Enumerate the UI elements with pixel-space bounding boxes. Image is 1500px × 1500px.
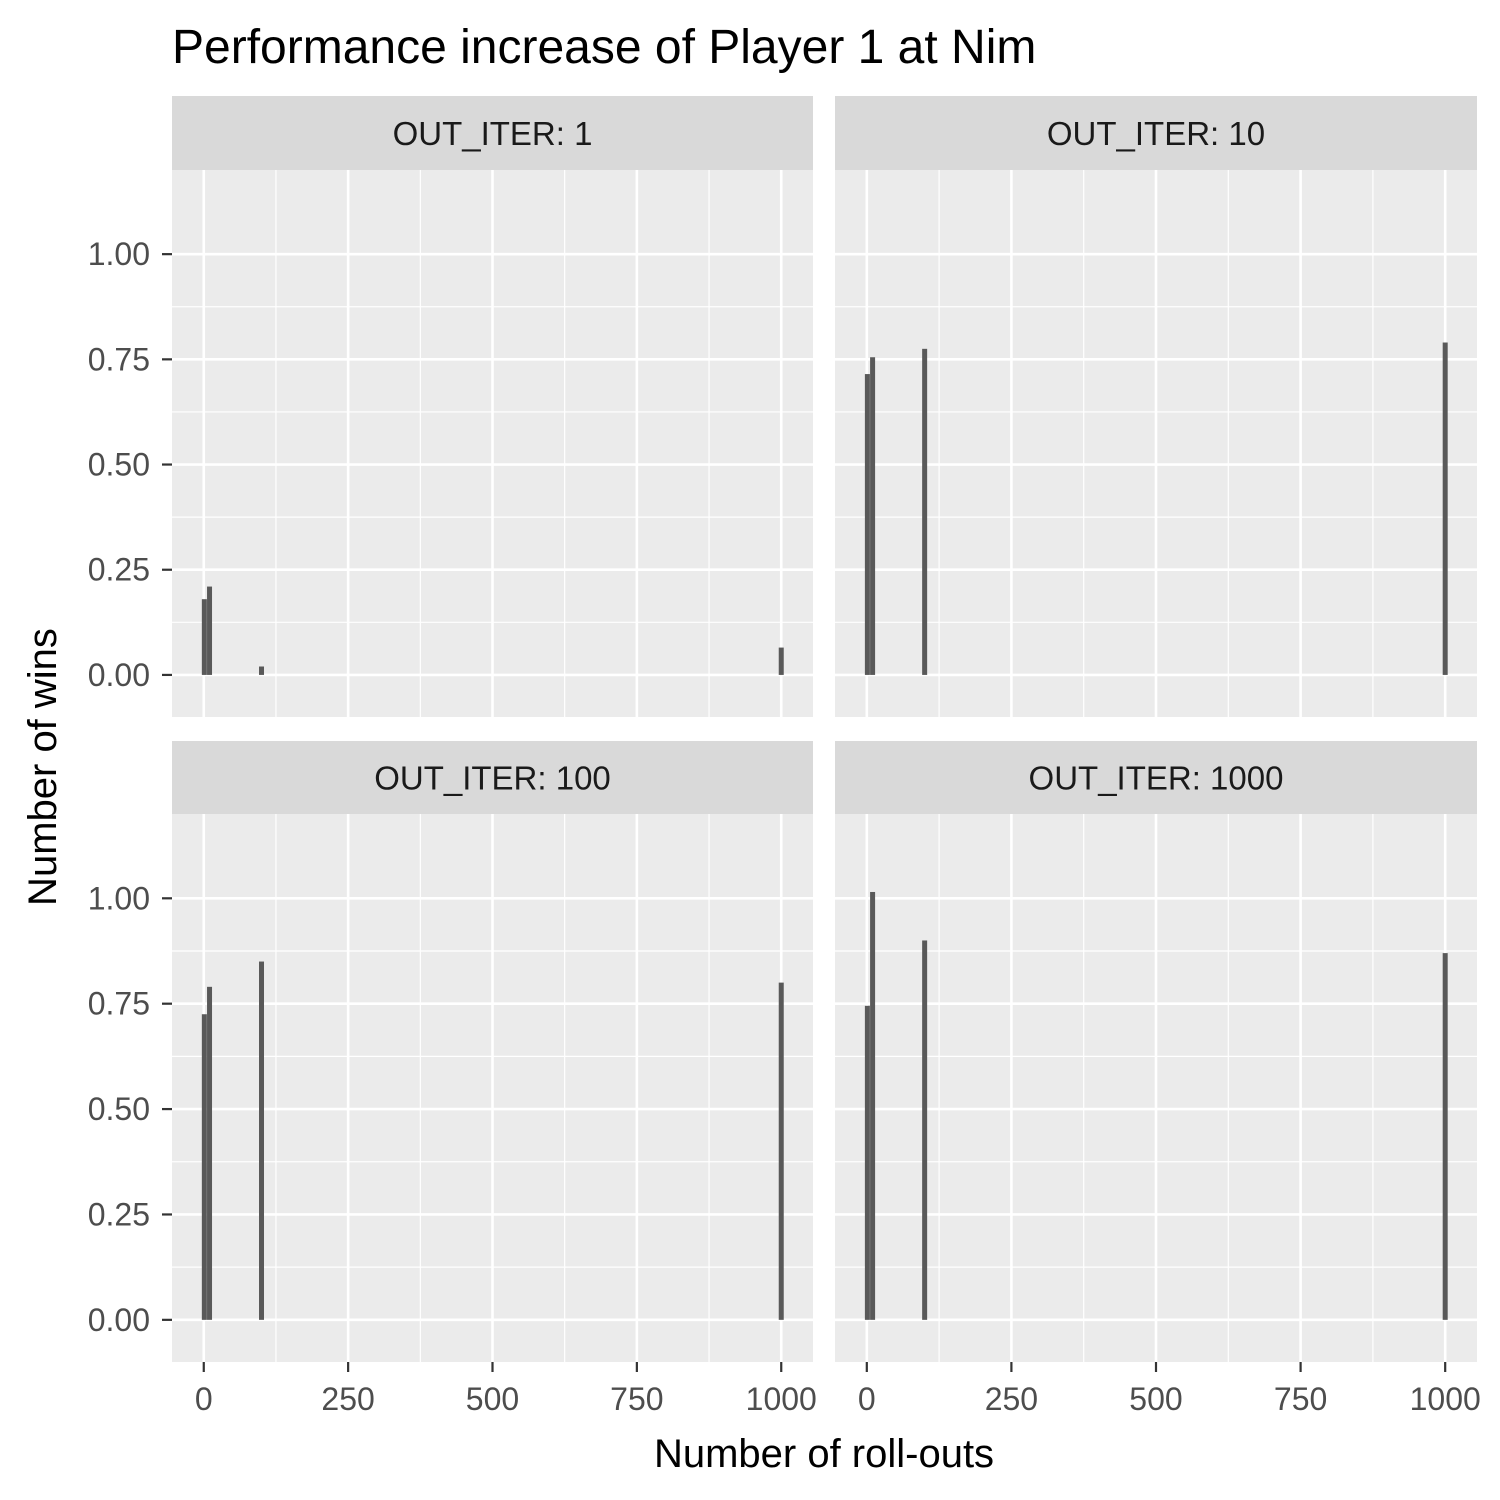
bar	[259, 961, 265, 1320]
x-tick-label: 1000	[1410, 1381, 1481, 1417]
bar	[922, 348, 928, 675]
bar	[259, 666, 265, 675]
facet-strip	[835, 96, 1477, 170]
bar	[922, 940, 928, 1320]
x-tick-label: 250	[321, 1381, 374, 1417]
facet-panel: OUT_ITER: 1000 0 250 500 750 1000	[835, 741, 1481, 1417]
facet-panel: OUT_ITER: 10	[835, 96, 1477, 717]
y-tick-label: 0.50	[88, 447, 150, 483]
y-tick-label: 0.25	[88, 1196, 150, 1232]
facet-panel: OUT_ITER: 1 0.00 0.25 0.50 0.75 1.00	[88, 96, 813, 717]
facet-strip	[835, 741, 1477, 814]
bar	[870, 891, 876, 1320]
facet-strip	[172, 96, 813, 170]
x-tick-label: 750	[610, 1381, 663, 1417]
y-axis-title: Number of wins	[21, 628, 65, 906]
y-tick-label: 0.00	[88, 1302, 150, 1338]
y-tick-label: 0.75	[88, 341, 150, 377]
bar	[201, 599, 207, 675]
y-tick-label: 1.00	[88, 236, 150, 272]
y-tick-label: 1.00	[88, 880, 150, 916]
y-tick-label: 0.00	[88, 657, 150, 693]
x-tick-label: 500	[466, 1381, 519, 1417]
bar	[1442, 342, 1448, 675]
bar	[201, 1014, 207, 1320]
facet-strip-label: OUT_ITER: 1000	[1029, 760, 1284, 797]
bar	[870, 357, 876, 675]
facet-strip-label: OUT_ITER: 1	[393, 115, 593, 152]
facet-panels: OUT_ITER: 10.000.250.500.751.00OUT_ITER:…	[88, 96, 1481, 1417]
bar	[778, 647, 784, 675]
x-tick-label: 1000	[746, 1381, 817, 1417]
facet-panel: OUT_ITER: 100 0.00 0.25 0.50 0.75 1.00 0 250 500…	[88, 741, 817, 1417]
bar	[864, 374, 870, 675]
y-tick-label: 0.75	[88, 986, 150, 1022]
chart-title: Performance increase of Player 1 at Nim	[172, 21, 1036, 74]
x-tick-label: 750	[1274, 1381, 1327, 1417]
facet-strip-label: OUT_ITER: 100	[374, 760, 611, 797]
x-axis-title: Number of roll-outs	[654, 1432, 994, 1476]
y-tick-label: 0.50	[88, 1091, 150, 1127]
y-tick-label: 0.25	[88, 552, 150, 588]
x-tick-label: 500	[1129, 1381, 1182, 1417]
facet-strip-label: OUT_ITER: 10	[1047, 115, 1265, 152]
bar	[778, 982, 784, 1320]
bar	[1442, 953, 1448, 1320]
x-tick-label: 250	[985, 1381, 1038, 1417]
bar	[864, 1005, 870, 1320]
bar	[207, 986, 213, 1320]
x-tick-label: 0	[858, 1381, 876, 1417]
facet-strip	[172, 741, 813, 814]
x-tick-label: 0	[195, 1381, 213, 1417]
bar	[207, 586, 213, 675]
